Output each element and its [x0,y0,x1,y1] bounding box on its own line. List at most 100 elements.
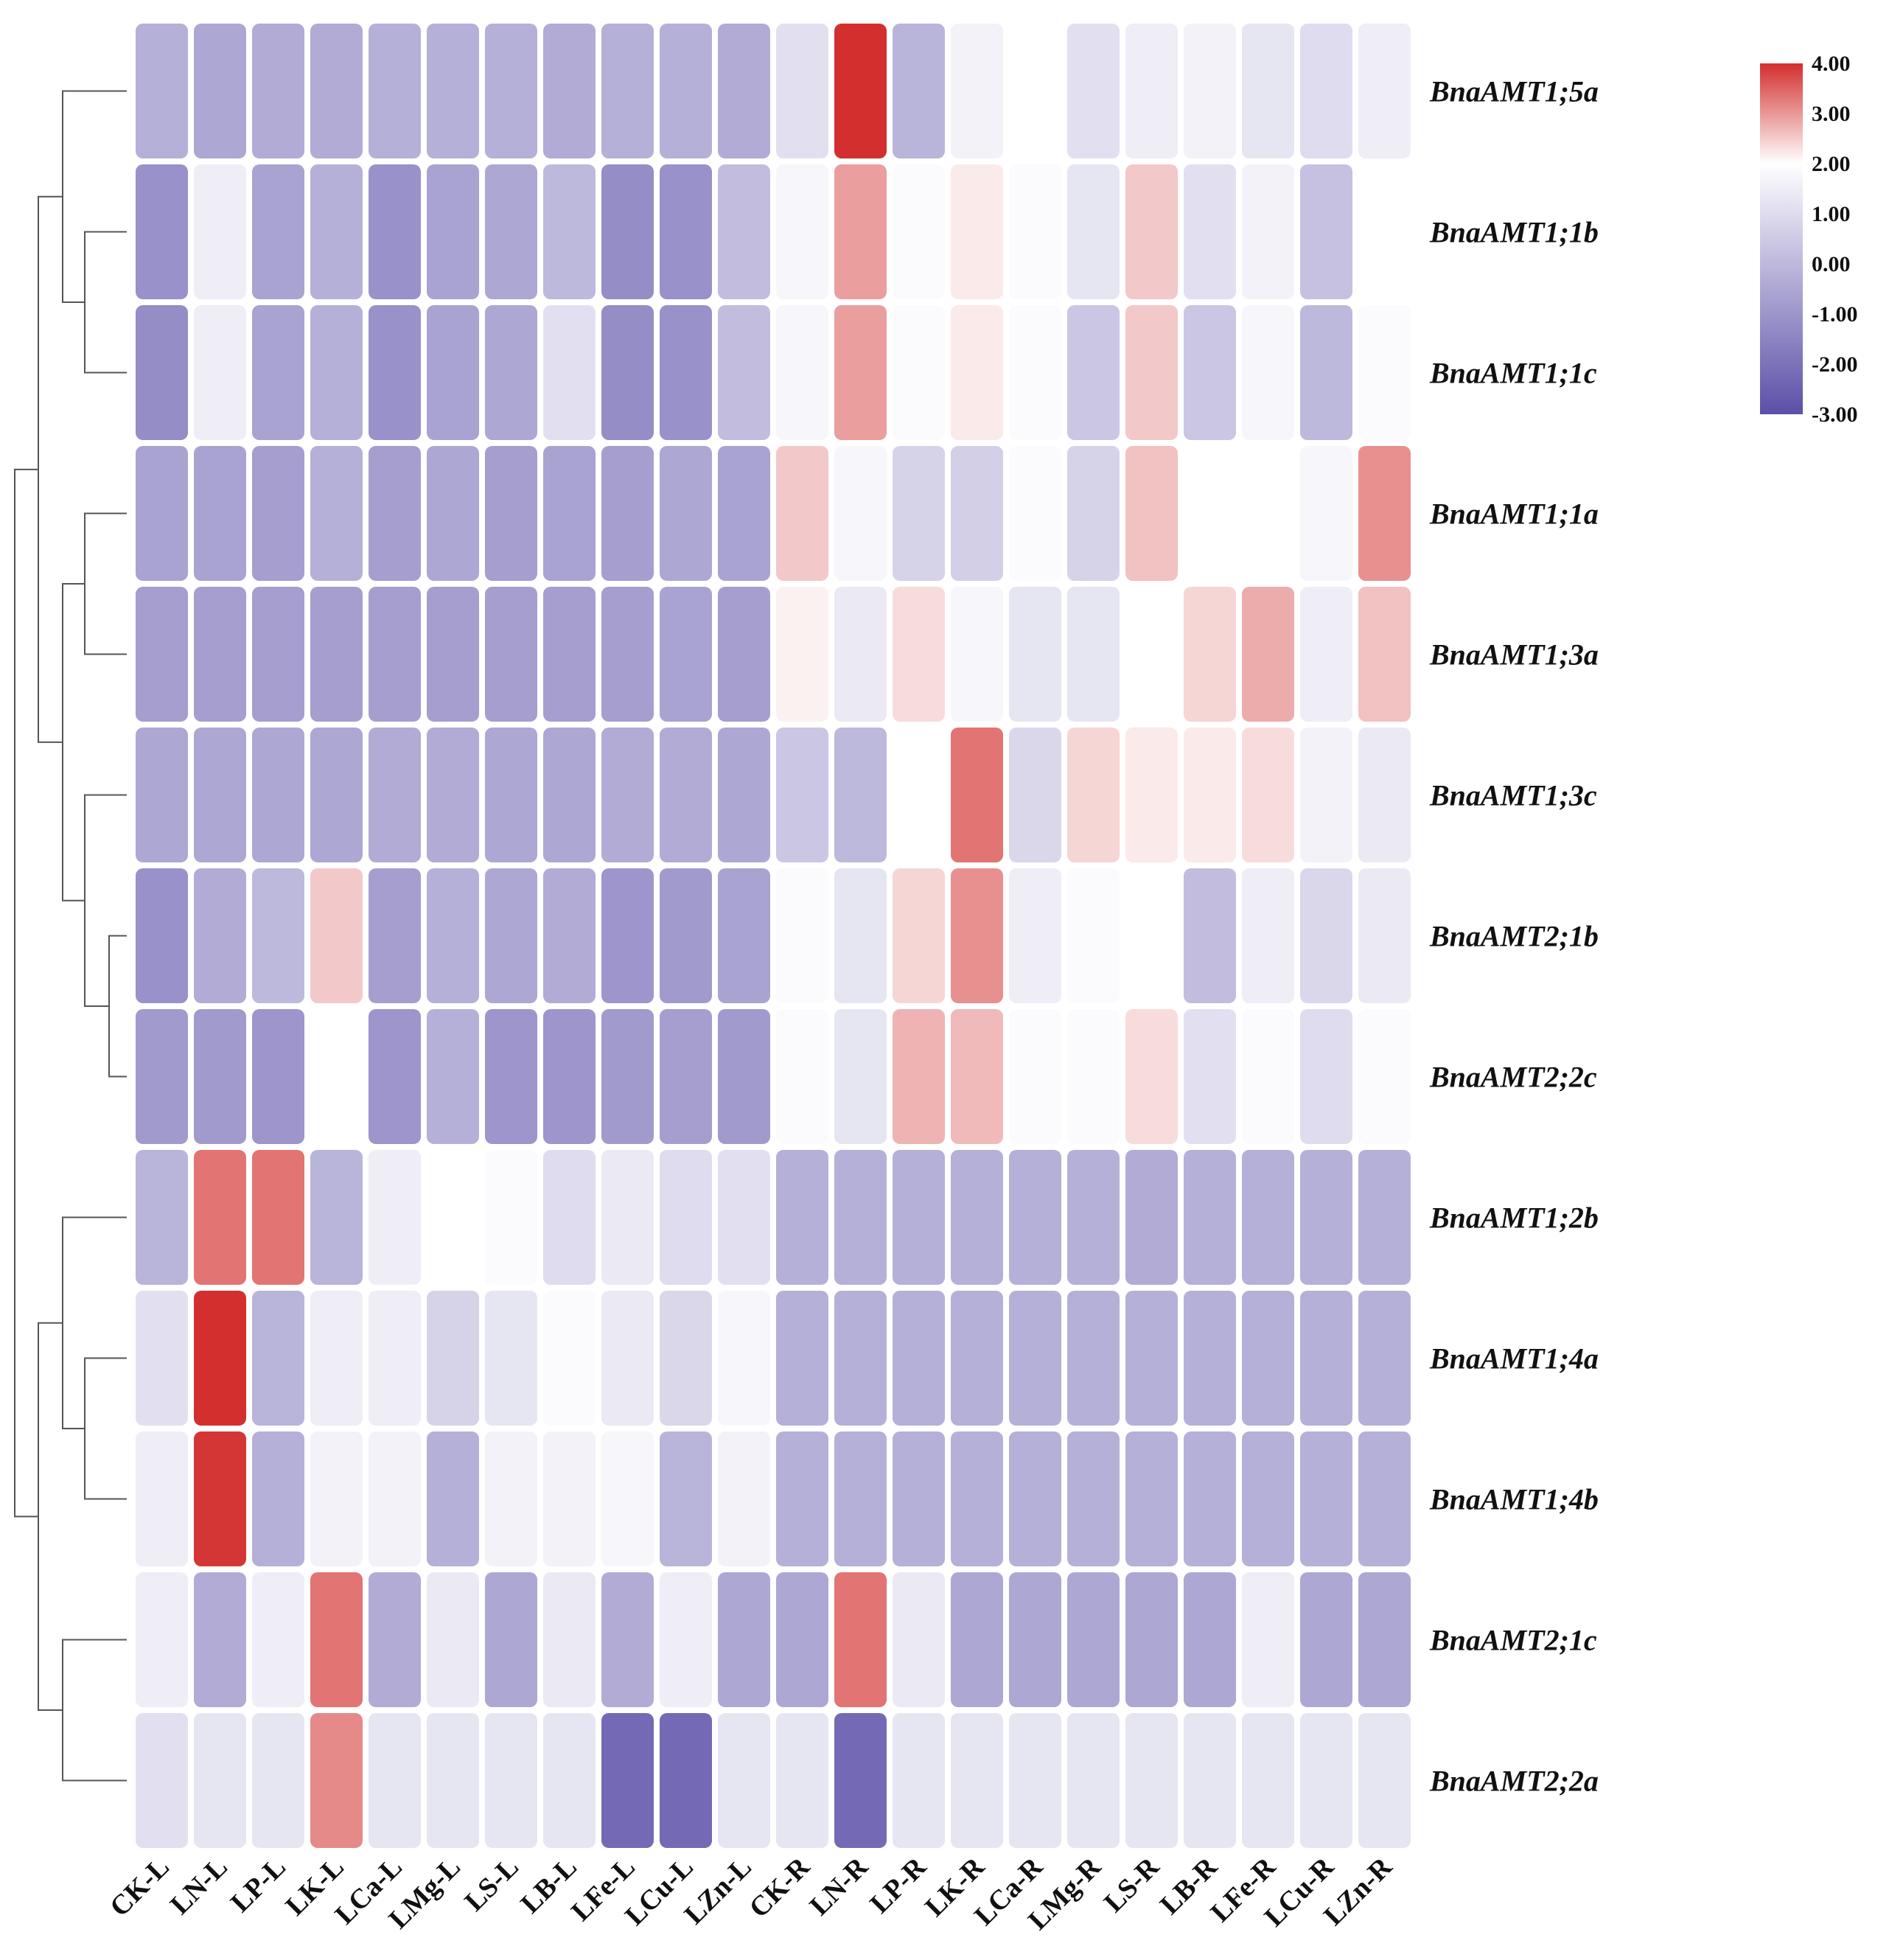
heatmap-cell [776,587,828,722]
heatmap-cell [893,24,945,158]
heatmap-cell [194,1572,246,1707]
heatmap-cell [136,587,188,722]
heatmap-cell [1242,1009,1294,1144]
heatmap-cell [310,164,363,299]
heatmap-cell [1184,24,1236,158]
heatmap-cell [951,868,1003,1003]
heatmap-cell [718,1431,770,1566]
dendrogram-branch [38,195,63,743]
heatmap-cell [1184,868,1236,1003]
heatmap-cell [718,1572,770,1707]
heatmap-cell [1067,868,1120,1003]
heatmap-cell [1242,587,1294,722]
legend-colorbar [1760,63,1803,414]
heatmap-cell [1067,1572,1120,1707]
heatmap-cell [834,1150,887,1285]
heatmap-cell [951,305,1003,440]
heatmap-cell [1184,446,1236,581]
heatmap-cell [252,587,304,722]
heatmap-cell [893,1009,945,1144]
heatmap-cell [1358,1150,1411,1285]
heatmap-cell [601,1572,654,1707]
heatmap-cell [136,1713,188,1848]
legend-tick-label: -1.00 [1812,302,1858,327]
heatmap-cell [893,1150,945,1285]
heatmap-cell [136,1009,188,1144]
heatmap-cell [1358,305,1411,440]
column-label: LZn-L [679,1852,758,1931]
heatmap-cell [1300,1150,1352,1285]
heatmap-cell [1067,587,1120,722]
heatmap-cell [369,1009,421,1144]
heatmap-cell [776,868,828,1003]
heatmap-cell [776,1009,828,1144]
heatmap-cell [601,1431,654,1566]
heatmap-cell [1009,1150,1061,1285]
heatmap-cell [136,1150,188,1285]
heatmap-cell [893,1431,945,1566]
heatmap-cell [718,868,770,1003]
heatmap-cell [1009,305,1061,440]
heatmap-cell [1009,164,1061,299]
heatmap-cell [1125,1291,1178,1426]
row-label: BnaAMT1;1c [1429,357,1597,390]
heatmap-cell [1009,587,1061,722]
row-label: BnaAMT2;1b [1429,920,1599,953]
heatmap-cell [252,24,304,158]
row-label: BnaAMT1;1b [1429,216,1599,249]
dendrogram-branch [14,468,38,1518]
heatmap-cell [660,1431,712,1566]
heatmap-cell [601,446,654,581]
heatmap-cell [310,1150,363,1285]
heatmap-cell [543,868,596,1003]
heatmap-cell [1358,1009,1411,1144]
heatmap-cell [1067,728,1120,862]
heatmap-cell [893,587,945,722]
heatmap-cell [1184,305,1236,440]
heatmap-cell [1184,728,1236,862]
heatmap-cell [1125,446,1178,581]
heatmap-cell [369,164,421,299]
legend-tick-label: 0.00 [1812,252,1851,276]
heatmap-cell [427,868,479,1003]
column-label: LN-L [164,1852,234,1921]
heatmap-cell [310,868,363,1003]
heatmap-cell [834,1572,887,1707]
heatmap-cell [1358,446,1411,581]
heatmap-cell [252,164,304,299]
heatmap-cell [1184,1150,1236,1285]
dendrogram-branch [62,1639,127,1782]
heatmap-cell [252,305,304,440]
heatmap-cell [834,305,887,440]
heatmap-cell [427,446,479,581]
heatmap-cell [1300,164,1352,299]
heatmap-cell [369,868,421,1003]
dendrogram-branch [62,1216,127,1429]
heatmap-cell [951,1572,1003,1707]
heatmap-cell [834,1009,887,1144]
dendrogram-branch [108,935,127,1078]
column-label: LS-L [458,1852,524,1917]
heatmap-cell [543,1431,596,1566]
heatmap-cell [194,728,246,862]
heatmap-cell [194,1291,246,1426]
heatmap-cell [252,1431,304,1566]
heatmap-cell [893,868,945,1003]
heatmap-cell [369,587,421,722]
heatmap-cell [834,868,887,1003]
dendrogram-branch [62,90,127,303]
heatmap-cell [718,1150,770,1285]
heatmap-cell [601,24,654,158]
heatmap-cell [601,1291,654,1426]
heatmap-cell [194,24,246,158]
heatmap-cell [1242,1431,1294,1566]
heatmap-cell [194,587,246,722]
row-labels: BnaAMT1;5a BnaAMT1;1b BnaAMT1;1c BnaAMT1;1a… [1429,75,1599,1798]
heatmap-cell [893,1291,945,1426]
heatmap-cell [1009,1291,1061,1426]
heatmap-cell [485,24,537,158]
heatmap-cell [543,446,596,581]
heatmap-cell [1067,1431,1120,1566]
dendrogram-branch [84,794,127,1007]
heatmap-cell [776,164,828,299]
